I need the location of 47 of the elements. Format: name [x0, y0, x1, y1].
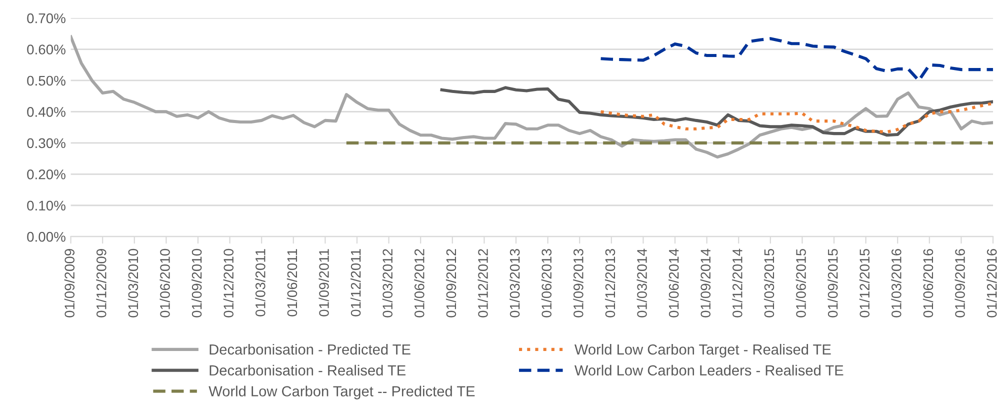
x-tick-label: 01/03/2011: [255, 249, 266, 316]
y-tick-label: 0.00%: [27, 232, 66, 242]
x-tick-label: 01/12/2015: [859, 248, 870, 318]
legend-label: World Low Carbon Target - Realised TE: [574, 344, 831, 358]
x-tick-label: 01/09/2011: [318, 249, 329, 316]
x-tick-label: 01/03/2014: [636, 248, 647, 318]
legend-label: Decarbonisation - Predicted TE: [210, 344, 410, 355]
x-tick-label: 01/06/2011: [286, 249, 298, 316]
y-tick-label: 0.40%: [27, 107, 66, 117]
x-tick-label: 01/12/2010: [223, 248, 234, 318]
x-tick-label: 01/12/2014: [732, 248, 742, 318]
legend-label: World Low Carbon Leaders - Realised TE: [574, 364, 844, 376]
x-tick-label: 01/03/2016: [891, 249, 902, 318]
x-tick-label: 01/09/2010: [192, 248, 202, 318]
x-tick-label: 01/09/2015: [828, 248, 838, 318]
x-tick-label: 01/03/2013: [510, 249, 520, 318]
x-tick-label: 01/06/2012: [414, 249, 424, 318]
x-tick-label: 01/12/2013: [604, 249, 616, 318]
x-tick-label: 01/09/2009: [64, 249, 75, 318]
legend-label: Decarbonisation - Realised TE: [210, 364, 406, 376]
x-tick-label: 01/12/2009: [96, 249, 106, 318]
x-tick-label: 01/03/2015: [764, 248, 774, 318]
x-tick-label: 01/09/2013: [573, 249, 584, 318]
y-tick-label: 0.70%: [27, 13, 66, 24]
y-tick-label: 0.50%: [27, 76, 66, 86]
x-tick-label: 01/09/2016: [954, 249, 965, 318]
y-tick-label: 0.10%: [27, 200, 66, 211]
x-tick-label: 01/12/2012: [478, 249, 488, 318]
line-series: [440, 86, 994, 137]
x-tick-label: 01/06/2016: [922, 249, 934, 318]
x-tick-label: 01/09/2012: [446, 249, 456, 318]
line-series: [599, 37, 994, 82]
x-tick-label: 01/06/2013: [541, 249, 552, 318]
y-tick-label: 0.20%: [27, 169, 66, 180]
x-tick-label: 01/12/2011: [350, 249, 361, 316]
x-tick-label: 01/06/2015: [796, 248, 806, 318]
y-tick-label: 0.30%: [27, 138, 66, 148]
line-series: [70, 35, 994, 159]
x-tick-label: 01/12/2016: [986, 249, 997, 318]
x-tick-label: 01/06/2010: [160, 248, 170, 318]
x-tick-label: 01/06/2014: [668, 248, 679, 318]
line-series: [599, 102, 994, 134]
x-tick-label: 01/09/2014: [700, 248, 711, 318]
y-tick-label: 0.60%: [27, 44, 66, 54]
x-tick-label: 01/03/2010: [128, 248, 138, 318]
legend-label: World Low Carbon Target -- Predicted TE: [208, 386, 475, 400]
x-tick-label: 01/03/2012: [382, 249, 393, 318]
